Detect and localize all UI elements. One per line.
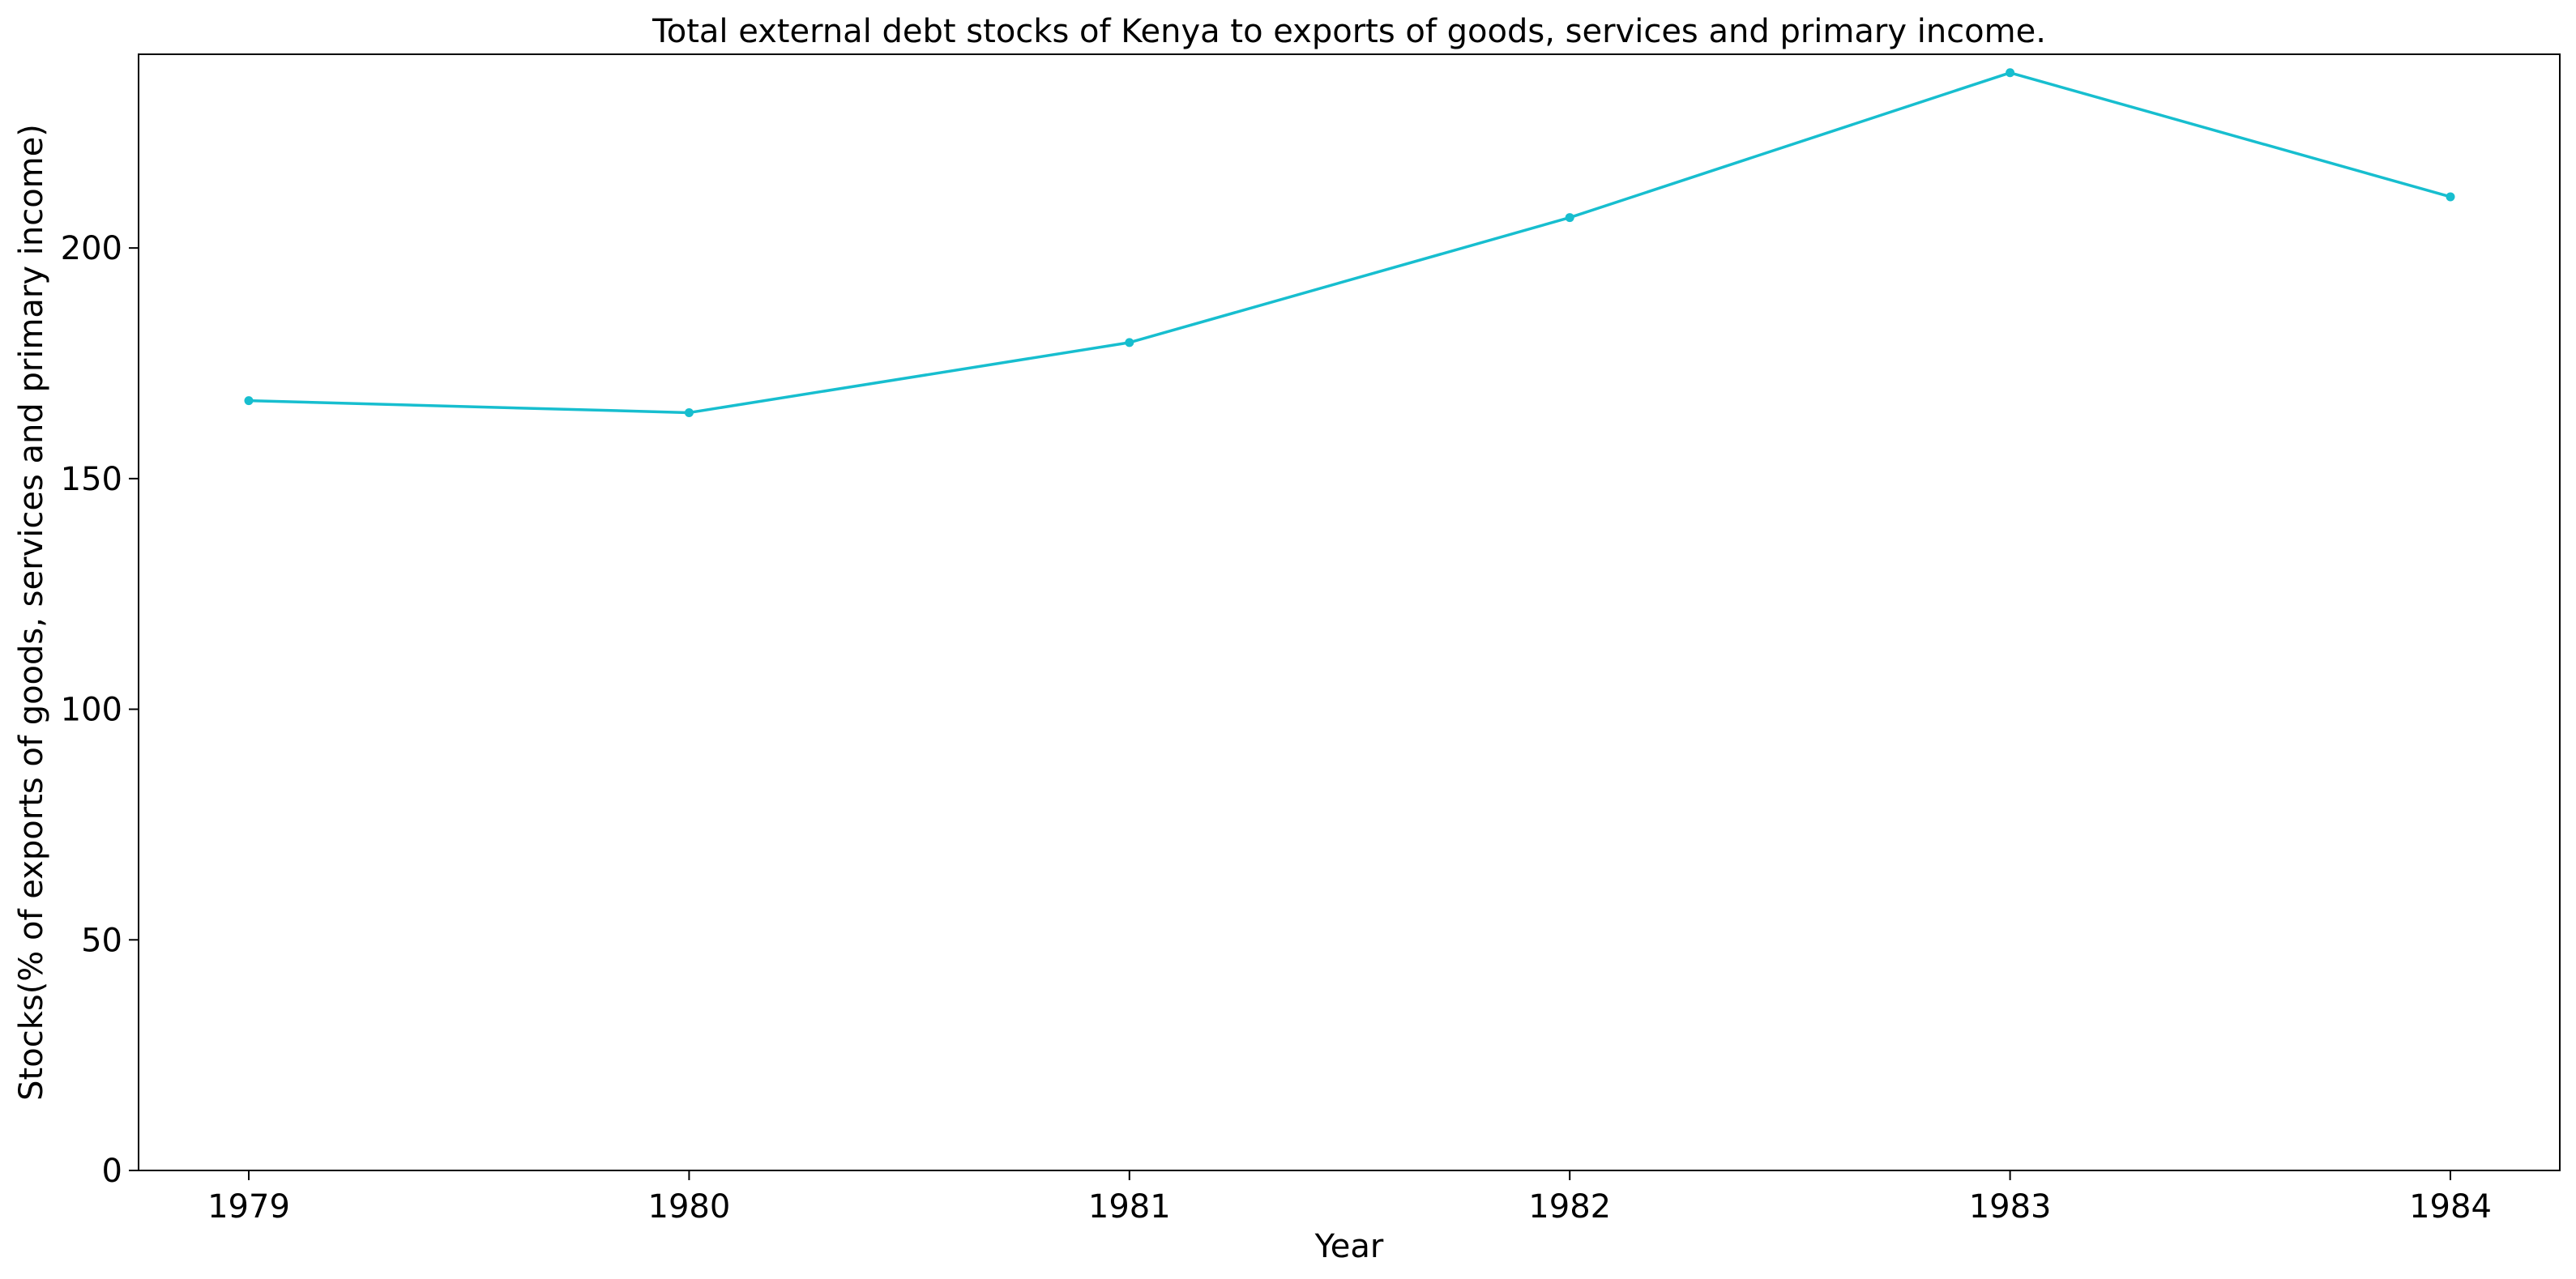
x-tick-label: 1979 bbox=[207, 1188, 290, 1226]
y-tick-label: 50 bbox=[81, 922, 122, 959]
series-line bbox=[247, 71, 2452, 415]
y-tick-label: 0 bbox=[102, 1153, 122, 1190]
x-tick-label: 1983 bbox=[1969, 1188, 2052, 1226]
y-tick-label: 100 bbox=[61, 692, 122, 729]
plot-area bbox=[138, 53, 2561, 1171]
data-point bbox=[1125, 338, 1134, 347]
x-axis: 1979 1980 1981 1982 1983 1984 bbox=[207, 1170, 2492, 1226]
y-tick-label: 150 bbox=[61, 461, 122, 498]
y-tick-label: 200 bbox=[61, 230, 122, 267]
y-axis-label: Stocks(% of exports of goods, services a… bbox=[13, 124, 50, 1101]
y-axis: 0 50 100 150 200 bbox=[61, 230, 139, 1190]
x-axis-label: Year bbox=[1314, 1228, 1384, 1265]
series-layer bbox=[244, 68, 2455, 417]
data-point bbox=[2446, 192, 2455, 202]
x-tick-label: 1984 bbox=[2409, 1188, 2492, 1226]
data-point bbox=[1565, 213, 1574, 223]
data-point bbox=[684, 407, 694, 417]
chart-title: Total external debt stocks of Kenya to e… bbox=[651, 13, 2046, 50]
x-tick-label: 1981 bbox=[1088, 1188, 1171, 1226]
data-point bbox=[2006, 68, 2015, 78]
data-point bbox=[244, 396, 254, 406]
x-tick-label: 1980 bbox=[648, 1188, 731, 1226]
x-tick-label: 1982 bbox=[1528, 1188, 1611, 1226]
